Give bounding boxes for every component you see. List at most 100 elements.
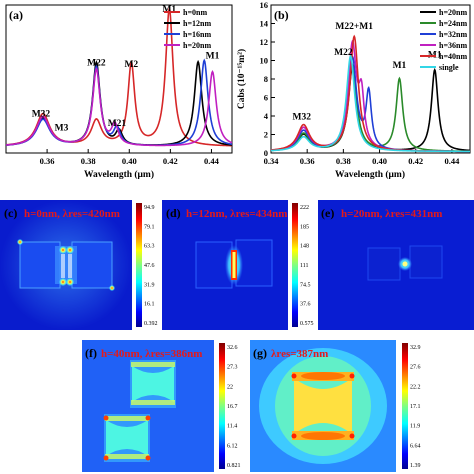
panel-b-ylabel: Cabs (10⁻¹⁵m²) xyxy=(236,49,247,109)
colorbar-tick: 16.7 xyxy=(227,404,238,410)
y-tick-label: 8 xyxy=(264,74,268,84)
peak-annotation: M22 xyxy=(87,59,106,69)
colorbar-tick: 94.9 xyxy=(144,205,155,211)
x-tick-label: 0.44 xyxy=(444,156,460,166)
panel-g-colorbar xyxy=(402,343,408,469)
panel-d-label: (d) xyxy=(166,206,181,220)
peak-annotation: M22 xyxy=(334,48,353,58)
panel-a-series xyxy=(5,5,233,147)
x-tick-label: 0.34 xyxy=(264,156,280,166)
x-tick-label: 0.42 xyxy=(408,156,423,166)
colorbar-tick: 22 xyxy=(227,384,233,390)
x-tick-label: 0.38 xyxy=(336,156,351,166)
panel-f-field-map: (f) h=40nm, λres=386nm 32.6 27.3 22 16.7 11.… xyxy=(82,340,241,472)
legend-entry: h=20nm xyxy=(439,8,467,17)
y-tick-label: 16 xyxy=(260,0,269,10)
legend-entry: h=12nm xyxy=(183,19,211,28)
peak-annotation: M32 xyxy=(293,113,312,123)
legend-entry: h=0nm xyxy=(183,8,207,17)
series-line-single xyxy=(270,54,471,153)
colorbar-tick: 63.3 xyxy=(144,244,155,250)
y-tick-label: 12 xyxy=(260,37,269,47)
y-tick-label: 2 xyxy=(264,130,268,140)
x-tick-label: 0.36 xyxy=(300,156,315,166)
colorbar-tick: 0.575 xyxy=(300,321,314,327)
colorbar-tick: 185 xyxy=(300,224,309,230)
panel-b-legend: h=20nm h=24nm h=32nm h=36nm h=40nm single xyxy=(420,8,467,72)
colorbar-tick: 22.2 xyxy=(410,384,421,390)
series-line-h20nm xyxy=(5,67,233,147)
colorbar-tick: 6.12 xyxy=(227,443,238,449)
panel-c-field-map: (c) h=0nm, λres=420nm 94.9 79.1 63.3 47.6 31… xyxy=(0,200,158,330)
peak-annotation: M1 xyxy=(162,5,176,15)
colorbar-tick: 27.3 xyxy=(227,365,238,371)
colorbar-tick: 0.821 xyxy=(227,463,241,469)
peak-annotation: M32 xyxy=(32,109,51,119)
colorbar-tick: 1.39 xyxy=(410,463,421,469)
legend-entry: h=40nm xyxy=(439,52,467,61)
peak-annotation: M21 xyxy=(108,119,127,129)
panel-f-title: h=40nm, λres=386nm xyxy=(101,348,202,360)
panel-b-chart: 0.34 0.36 0.38 0.40 0.42 0.44 0 2 4 6 8 10 12 14 16 (b… xyxy=(236,0,471,180)
colorbar-tick: 11.4 xyxy=(227,424,237,430)
series-line-h16nm xyxy=(5,58,233,146)
panel-b-label: (b) xyxy=(274,8,289,22)
panel-b-series xyxy=(270,34,471,153)
legend-entry: h=24nm xyxy=(439,19,467,28)
panel-f-colorbar xyxy=(219,343,225,469)
colorbar-tick: 111 xyxy=(300,263,309,269)
x-tick-label: 0.36 xyxy=(40,156,55,166)
panel-f-label: (f) xyxy=(85,346,97,360)
legend-entry: h=32nm xyxy=(439,30,467,39)
peak-annotation: M2 xyxy=(124,60,138,70)
colorbar-tick: 37.6 xyxy=(300,302,311,308)
y-tick-label: 4 xyxy=(264,111,269,121)
panel-d-colorbar xyxy=(292,203,298,327)
peak-annotation: M22+M1 xyxy=(335,22,373,32)
colorbar-tick: 148 xyxy=(300,244,309,250)
peak-annotation: M3 xyxy=(55,123,69,133)
panel-c-colorbar xyxy=(136,203,142,327)
legend-entry: single xyxy=(439,63,459,72)
x-tick-label: 0.40 xyxy=(122,156,137,166)
panel-d-title: h=12nm, λres=434nm xyxy=(186,208,287,220)
colorbar-tick: 16.1 xyxy=(144,302,155,308)
panel-b-xlabel: Wavelength (μm) xyxy=(335,169,405,180)
colorbar-tick: 74.5 xyxy=(300,282,311,288)
x-tick-label: 0.40 xyxy=(372,156,387,166)
panel-g-label: (g) xyxy=(253,346,267,360)
colorbar-tick: 47.6 xyxy=(144,263,155,269)
x-tick-label: 0.44 xyxy=(204,156,220,166)
legend-entry: h=20nm xyxy=(183,41,211,50)
y-tick-label: 14 xyxy=(260,19,269,29)
colorbar-tick: 6.64 xyxy=(410,443,421,449)
panel-a-chart: 0.36 0.38 0.40 0.42 0.44 (a) M1 M2 M22 M1 M21 M32… xyxy=(5,4,233,180)
colorbar-tick: 32.9 xyxy=(410,345,421,351)
panel-a-label: (a) xyxy=(9,8,23,22)
panel-a-legend: h=0nm h=12nm h=16nm h=20nm xyxy=(164,8,211,50)
y-tick-label: 6 xyxy=(264,93,268,103)
panel-e-field-map: (e) h=20nm, λres=431nm xyxy=(318,200,474,330)
panel-d-field-map: (d) h=12nm, λres=434nm 222 185 148 111 74.5 3… xyxy=(162,200,314,330)
colorbar-tick: 31.9 xyxy=(144,282,155,288)
panel-a-xlabel: Wavelength (μm) xyxy=(84,169,154,180)
colorbar-tick: 32.6 xyxy=(227,345,238,351)
x-tick-label: 0.38 xyxy=(81,156,96,166)
panel-c-title: h=0nm, λres=420nm xyxy=(24,208,120,220)
y-tick-label: 0 xyxy=(264,148,268,158)
panel-g-field-map: (g) λres=387nm 32.9 27.6 22.2 17.1 11.9 6.64 1… xyxy=(250,340,421,472)
panel-e-title: h=20nm, λres=431nm xyxy=(341,208,442,220)
colorbar-tick: 27.6 xyxy=(410,365,421,371)
y-tick-label: 10 xyxy=(260,56,269,66)
colorbar-tick: 11.9 xyxy=(410,424,420,430)
panel-e-label: (e) xyxy=(321,206,334,220)
colorbar-tick: 17.1 xyxy=(410,404,421,410)
legend-entry: h=16nm xyxy=(183,30,211,39)
panel-c-label: (c) xyxy=(4,206,17,220)
colorbar-tick: 79.1 xyxy=(144,224,155,230)
colorbar-tick: 0.392 xyxy=(144,321,158,327)
legend-entry: h=36nm xyxy=(439,41,467,50)
panel-g-title: λres=387nm xyxy=(271,348,328,360)
peak-annotation: M1 xyxy=(206,52,220,62)
